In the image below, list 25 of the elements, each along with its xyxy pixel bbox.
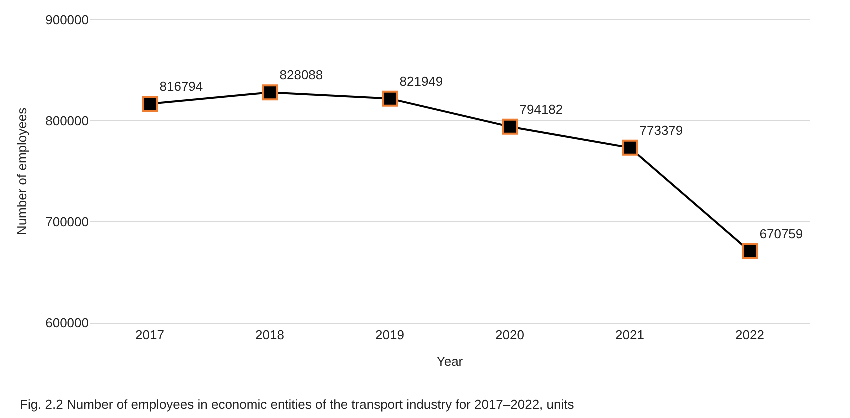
point xyxy=(742,244,758,260)
data-label: 828088 xyxy=(280,68,324,83)
x-tick-label: 2020 xyxy=(496,328,524,343)
data-label: 773379 xyxy=(640,122,684,138)
point xyxy=(502,118,518,135)
x-tick-label: 2019 xyxy=(376,328,404,343)
point xyxy=(262,84,278,101)
y-tick-label: 800000 xyxy=(46,114,89,129)
x-tick-label: 2018 xyxy=(256,328,284,343)
data-label: 816794 xyxy=(160,79,204,94)
point xyxy=(622,140,638,156)
point xyxy=(142,96,158,112)
data-label: 821949 xyxy=(400,74,444,89)
y-tick-label: 600000 xyxy=(46,316,89,331)
caption: Fig. 2.2 Number of employees in economic entities of the transport industry for 2017–2022, units xyxy=(20,397,575,412)
data-label: 794182 xyxy=(520,102,564,117)
x-tick-label: 2022 xyxy=(736,328,764,343)
y-tick-label: 700000 xyxy=(46,214,89,230)
y-tick-label: 900000 xyxy=(46,12,89,28)
x-tick-label: 2021 xyxy=(616,328,644,343)
x-axis-title: Year xyxy=(436,354,464,370)
point xyxy=(382,90,398,107)
y-axis-title: Number of employees xyxy=(14,107,30,236)
data-label: 670759 xyxy=(760,226,804,242)
x-tick-label: 2017 xyxy=(136,328,164,343)
